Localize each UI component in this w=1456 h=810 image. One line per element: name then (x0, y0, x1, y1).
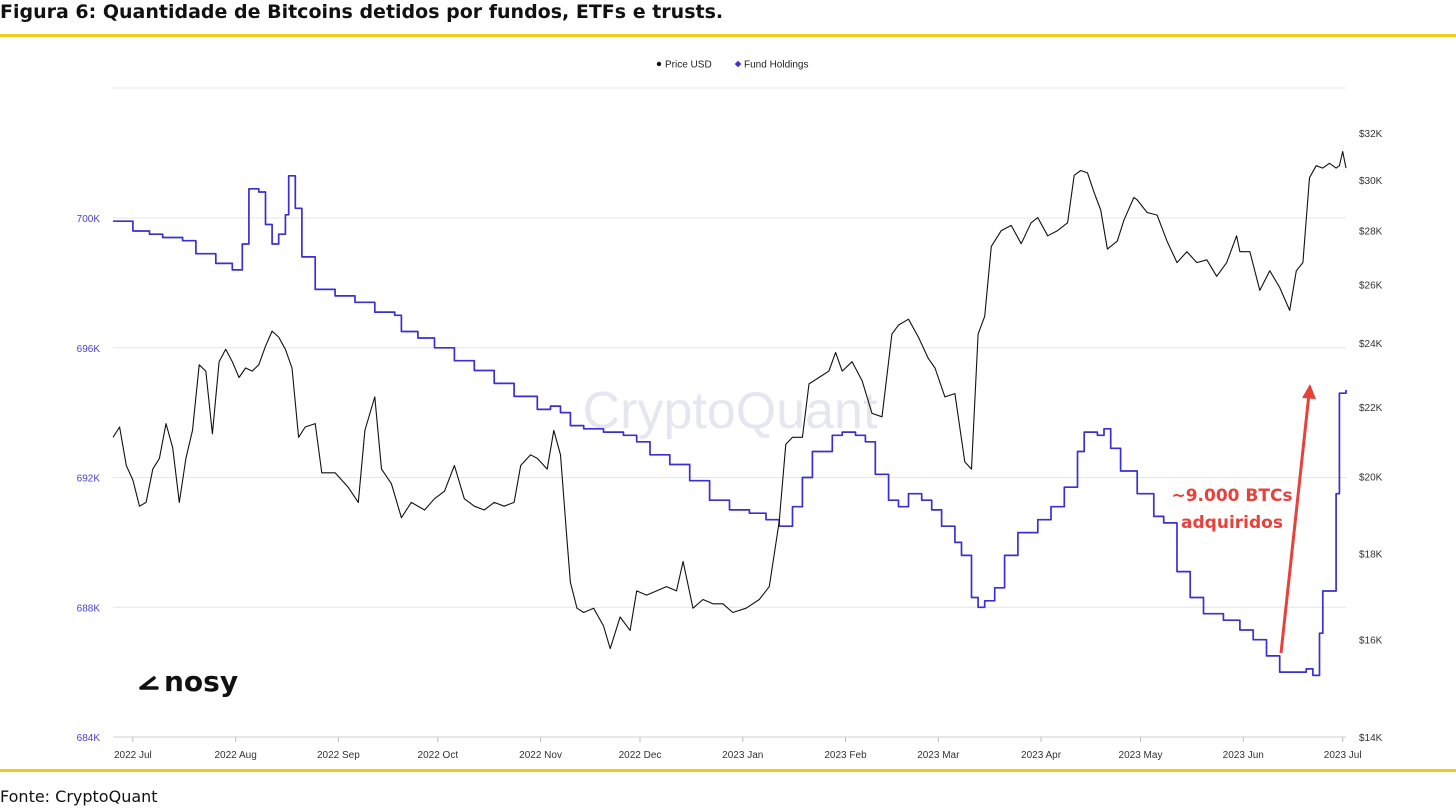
legend-marker-fund (734, 60, 742, 68)
legend-label: Fund Holdings (744, 60, 808, 71)
left-tick-label: 696K (77, 344, 101, 355)
arrow-shaft (1279, 393, 1311, 654)
x-tick-label: 2023 Mar (917, 750, 960, 761)
left-tick-label: 684K (77, 733, 101, 744)
right-tick-label: $24K (1359, 339, 1383, 350)
right-tick-label: $14K (1359, 733, 1383, 744)
price-usd-line (112, 150, 1347, 650)
legend-marker-price (656, 61, 662, 67)
annotation-line-1: ~9.000 BTCs (1171, 486, 1292, 506)
holdings-price-chart: CryptoQuant Price USD Fund Holdings 684K6… (77, 60, 1383, 762)
right-tick-label: $26K (1359, 281, 1383, 292)
right-tick-label: $20K (1359, 472, 1383, 483)
arrow-head (1302, 384, 1316, 399)
x-tick-label: 2022 Aug (215, 750, 257, 761)
right-tick-label: $30K (1359, 176, 1383, 187)
x-tick-label: 2023 Apr (1021, 750, 1062, 761)
right-tick-label: $32K (1359, 129, 1383, 140)
x-tick-label: 2023 May (1119, 750, 1163, 761)
right-tick-label: $18K (1359, 549, 1383, 560)
x-tick-label: 2022 Jul (114, 750, 152, 761)
annotation-line-2: adquiridos (1181, 513, 1283, 533)
x-tick-label: 2022 Oct (418, 750, 459, 761)
x-tick-label: 2022 Nov (519, 750, 562, 761)
x-tick-label: 2023 Jul (1324, 750, 1362, 761)
right-axis-ticks: $14K $16K $18K $20K $22K $24K $26K $28K $30K $32K (1359, 129, 1383, 744)
right-tick-label: $16K (1359, 635, 1383, 646)
legend-label: Price USD (665, 60, 712, 71)
source-note: Fonte: CryptoQuant (0, 787, 158, 806)
right-tick-label: $22K (1359, 403, 1383, 414)
x-tick-label: 2023 Jan (722, 750, 763, 761)
left-tick-label: 692K (77, 474, 101, 485)
x-axis-ticks: 2022 Jul 2022 Aug 2022 Sep 2022 Oct 2022 Nov… (114, 737, 1362, 761)
x-tick-label: 2022 Dec (619, 750, 662, 761)
left-tick-label: 688K (77, 603, 101, 614)
left-tick-label: 700K (77, 214, 101, 225)
fund-holdings-line (113, 174, 1347, 677)
cryptoquant-watermark: CryptoQuant (583, 382, 878, 440)
x-tick-label: 2023 Jun (1223, 750, 1264, 761)
logo-mark-icon (139, 676, 159, 690)
top-accent-rule (0, 34, 1456, 37)
series-lines (112, 150, 1347, 677)
x-tick-label: 2022 Sep (317, 750, 360, 761)
logo-text: nosy (164, 665, 238, 698)
x-tick-label: 2023 Feb (824, 750, 867, 761)
left-axis-ticks: 684K 688K 692K 696K 700K (77, 214, 101, 744)
right-tick-label: $28K (1359, 227, 1383, 238)
figure-title: Figura 6: Quantidade de Bitcoins detidos… (0, 1, 724, 23)
nosy-logo: nosy (139, 665, 238, 698)
growth-arrow (1279, 384, 1316, 654)
legend: Price USD Fund Holdings (656, 60, 808, 71)
bottom-accent-rule (0, 769, 1456, 772)
